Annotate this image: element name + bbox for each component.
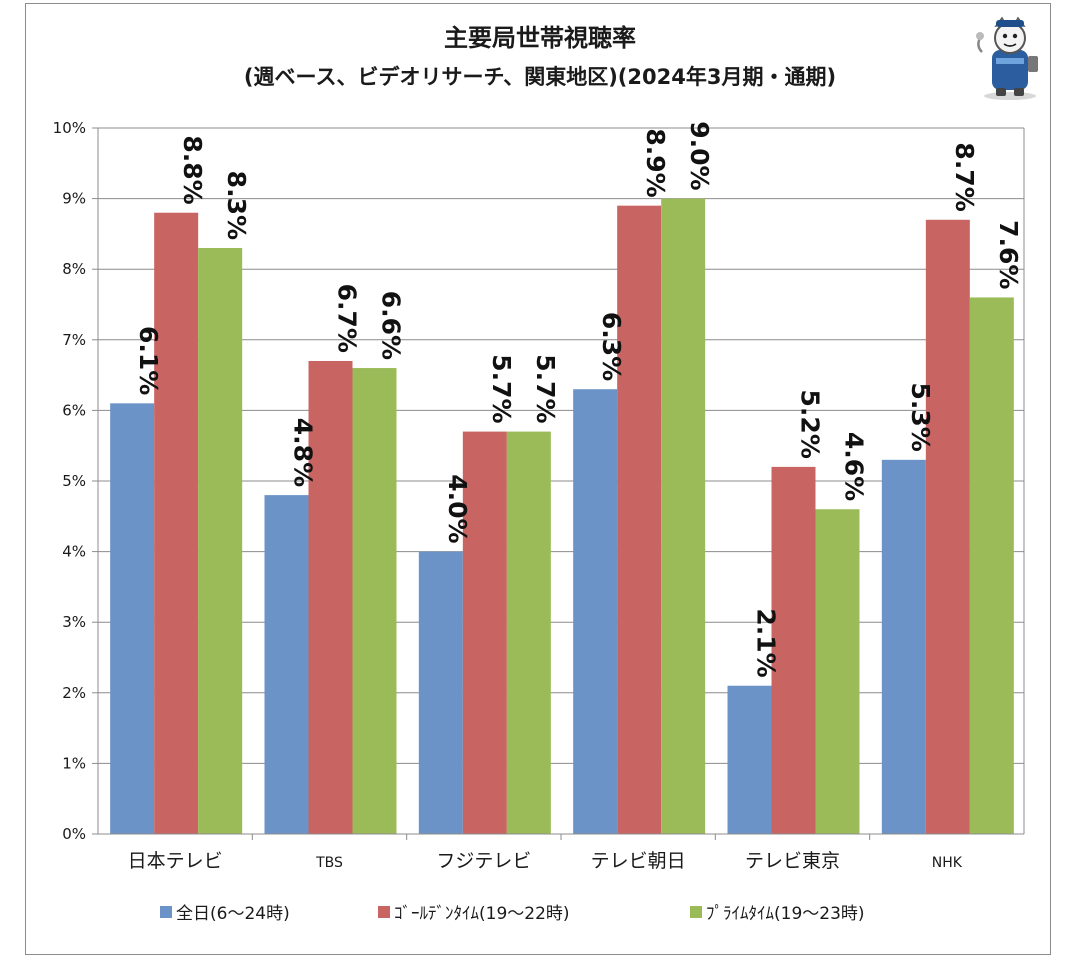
y-tick-label: 2%	[62, 684, 86, 702]
bar	[198, 248, 243, 834]
legend-layer: 全日(6〜24時) ｺﾞｰﾙﾃﾞﾝﾀｲﾑ(19〜22時) ﾌﾟﾗｲﾑﾀｲﾑ(19〜2…	[160, 904, 865, 924]
data-label: 5.3%	[906, 382, 935, 451]
bar	[462, 431, 507, 834]
bar	[418, 551, 463, 834]
bar	[661, 198, 706, 835]
y-tick-label: 6%	[62, 401, 86, 419]
data-label: 8.3%	[222, 171, 251, 240]
bar	[573, 389, 618, 834]
y-tick-label: 0%	[62, 825, 86, 843]
data-label: 5.7%	[531, 354, 560, 423]
chart-subtitle: (週ベース、ビデオリサーチ、関東地区)(2024年3月期・通期)	[244, 65, 836, 89]
legend-swatch	[690, 906, 702, 918]
y-tick-label: 3%	[62, 613, 86, 631]
category-label: TBS	[315, 855, 343, 871]
category-label: フジテレビ	[436, 850, 531, 872]
bar	[727, 685, 772, 834]
legend-label: 全日(6〜24時)	[176, 904, 290, 924]
data-label: 6.1%	[134, 326, 163, 395]
bar	[815, 509, 860, 834]
bar	[881, 459, 926, 834]
bar	[771, 466, 816, 834]
y-tick-label: 1%	[62, 754, 86, 772]
data-label: 4.6%	[840, 432, 869, 501]
bar	[969, 297, 1014, 834]
bar	[617, 205, 662, 834]
labels-layer: 6.1% 8.8% 8.3% 4.8% 6.7% 6.6% 4.0% 5.7% 5.7% 6.3%…	[134, 121, 1023, 677]
axis-layer: 0% 1% 2% 3% 4% 5% 6% 7% 8% 9% 10% 日本テレビ TBS フジテレビ テレビ朝…	[53, 119, 1025, 872]
mascot-character-icon	[976, 16, 1038, 100]
bar	[352, 368, 397, 834]
chart-title: 主要局世帯視聴率	[444, 24, 636, 52]
data-label: 6.3%	[597, 312, 626, 381]
y-tick-label: 5%	[62, 472, 86, 490]
bar	[110, 403, 155, 834]
category-label: テレビ東京	[745, 850, 840, 872]
data-label: 6.6%	[377, 291, 406, 360]
category-label: 日本テレビ	[128, 850, 223, 872]
legend-label: ｺﾞｰﾙﾃﾞﾝﾀｲﾑ(19〜22時)	[394, 904, 570, 924]
category-label: テレビ朝日	[591, 850, 686, 872]
legend-label: ﾌﾟﾗｲﾑﾀｲﾑ(19〜23時)	[706, 904, 865, 924]
legend-swatch	[160, 906, 172, 918]
y-tick-label: 8%	[62, 260, 86, 278]
data-label: 4.0%	[443, 474, 472, 543]
y-tick-label: 9%	[62, 190, 86, 208]
bar	[308, 360, 353, 834]
bars-layer	[110, 198, 1014, 835]
y-tick-label: 4%	[62, 543, 86, 561]
data-label: 5.2%	[796, 390, 825, 459]
legend-swatch	[378, 906, 390, 918]
category-label: NHK	[932, 855, 963, 871]
data-label: 8.7%	[950, 142, 979, 211]
y-tick-label: 10%	[53, 119, 86, 137]
bar	[154, 212, 199, 835]
data-label: 9.0%	[685, 121, 714, 190]
data-label: 7.6%	[994, 220, 1023, 289]
y-tick-label: 7%	[62, 331, 86, 349]
bar	[264, 495, 309, 834]
data-label: 8.9%	[641, 128, 670, 197]
data-label: 8.8%	[178, 135, 207, 204]
data-label: 6.7%	[333, 284, 362, 353]
bar	[506, 431, 551, 834]
data-label: 4.8%	[289, 418, 318, 487]
data-label: 5.7%	[487, 354, 516, 423]
bar	[925, 219, 970, 834]
data-label: 2.1%	[752, 608, 781, 677]
